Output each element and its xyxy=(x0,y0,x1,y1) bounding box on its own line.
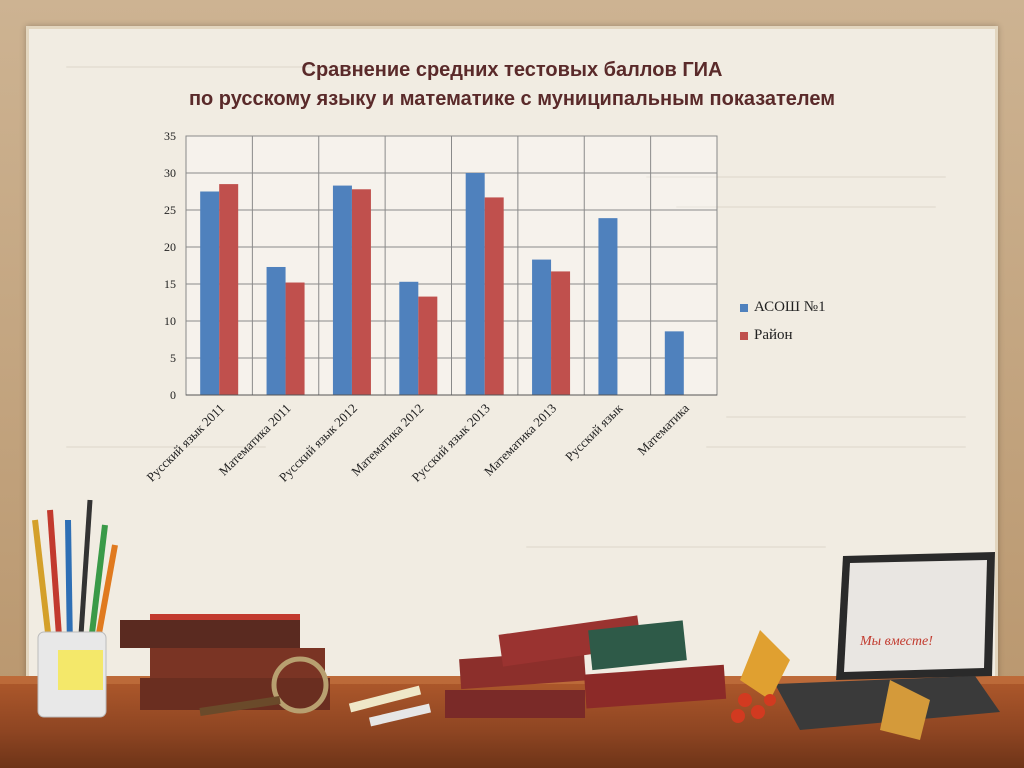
book-stack-icon xyxy=(120,614,432,727)
y-tick-label: 5 xyxy=(170,351,176,365)
y-tick-label: 35 xyxy=(164,129,176,143)
y-tick-label: 30 xyxy=(164,166,176,180)
legend-swatch-series-1 xyxy=(740,303,748,312)
y-tick-label: 15 xyxy=(164,277,176,291)
book-pile-icon xyxy=(445,615,727,718)
bar-series-1 xyxy=(532,259,552,395)
y-tick-label: 0 xyxy=(170,388,176,402)
chart-title-line-2: по русскому языку и математике с муницип… xyxy=(188,88,836,110)
bar-series-1 xyxy=(465,173,485,395)
legend-swatch-series-2 xyxy=(740,331,748,340)
y-tick-label: 10 xyxy=(164,314,176,328)
bar-series-1 xyxy=(200,191,220,395)
bar-series-1 xyxy=(266,266,286,395)
bar-series-2 xyxy=(351,189,371,395)
paper-background xyxy=(26,26,998,706)
chart-title-line-1: Сравнение средних тестовых баллов ГИА xyxy=(301,59,723,81)
legend-label-series-1: АСОШ №1 xyxy=(754,299,826,315)
bar-series-2 xyxy=(484,197,504,395)
chart-title: Сравнение средних тестовых баллов ГИА по… xyxy=(0,56,1024,114)
bar-series-2 xyxy=(418,296,438,395)
bar-series-1 xyxy=(399,281,419,395)
bar-series-1 xyxy=(332,185,352,395)
maple-leaf-icon xyxy=(731,630,930,740)
legend-item-series-2: Район xyxy=(740,327,793,344)
bar-series-2 xyxy=(551,271,571,395)
legend-label-series-2: Район xyxy=(754,327,793,343)
bar-series-1 xyxy=(664,331,684,395)
bar-series-2 xyxy=(285,282,305,395)
laptop-screen-text: Мы вместе! xyxy=(859,634,933,649)
legend-item-series-1: АСОШ №1 xyxy=(740,299,826,316)
y-tick-label: 20 xyxy=(164,240,176,254)
pencil-cup-icon xyxy=(32,499,118,718)
y-tick-label: 25 xyxy=(164,203,176,217)
bar-series-2 xyxy=(219,184,239,395)
bar-series-1 xyxy=(598,218,618,395)
